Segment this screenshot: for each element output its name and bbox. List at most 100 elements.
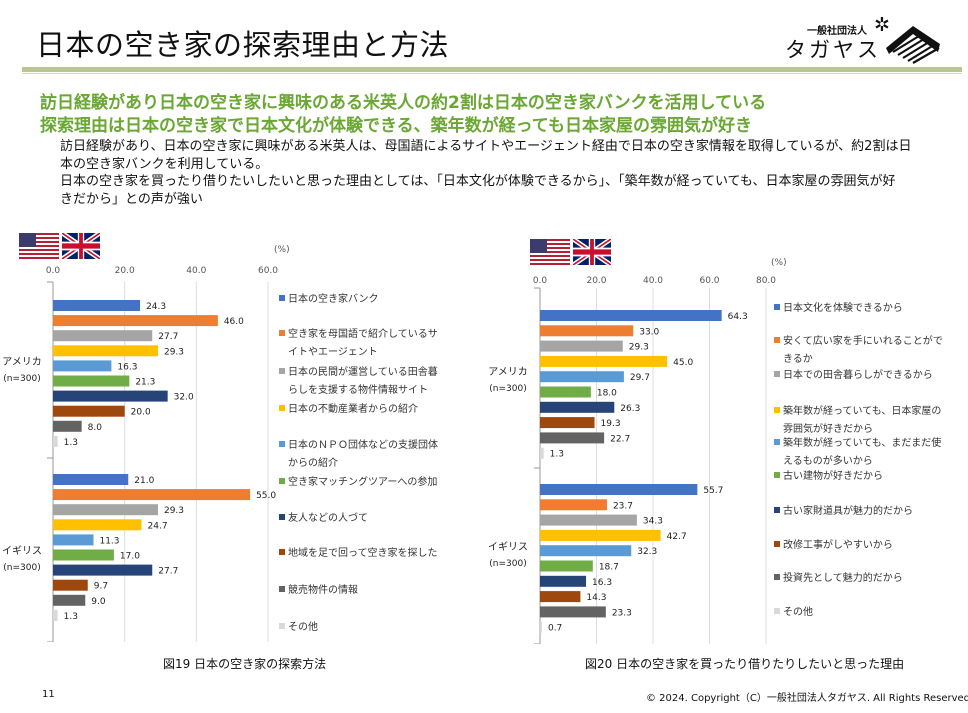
bar — [53, 489, 251, 501]
legend-swatch — [279, 623, 285, 629]
data-label: 21.3 — [135, 378, 155, 388]
legend-label: 空き家を母国語で紹介しているサ — [288, 327, 438, 340]
legend-label: 日本の空き家バンク — [288, 292, 379, 305]
legend-label: 古い建物が好きだから — [783, 469, 883, 482]
tick-label: 80.0 — [756, 276, 776, 286]
page-number: 11 — [42, 689, 55, 700]
bar — [53, 609, 58, 621]
tick-label: 60.0 — [258, 266, 278, 276]
legend-label: イトやエージェント — [288, 346, 378, 358]
tick-label: 40.0 — [643, 276, 663, 286]
bar — [53, 474, 129, 485]
data-label: 18.7 — [599, 563, 619, 573]
legend-label: 築年数が経っていても、日本家屋の — [783, 404, 941, 417]
uk-flag-icon — [573, 239, 611, 265]
data-label: 24.7 — [148, 521, 168, 531]
data-label: 11.3 — [99, 536, 119, 546]
legend-swatch — [774, 337, 780, 343]
data-label: 22.7 — [610, 434, 630, 444]
us-flag-icon — [530, 239, 570, 265]
bar — [53, 375, 130, 387]
legend-swatch — [774, 371, 780, 377]
bar — [53, 519, 142, 531]
category-sample-size: (n=300) — [3, 563, 40, 573]
category-label: アメリカ — [488, 366, 528, 378]
legend-label: 日本のＮＰＯ団体などの支援団体 — [288, 438, 438, 451]
data-label: 9.7 — [94, 582, 108, 592]
bar — [540, 447, 544, 459]
bar — [540, 529, 661, 541]
legend-swatch — [774, 439, 780, 445]
category-label: イギリス — [488, 541, 528, 553]
legend-swatch — [774, 541, 780, 547]
body-line-1: 訪日経験があり、日本の空き家に興味がある米英人は、母国語によるサイトやエージェン… — [60, 139, 912, 154]
legend-swatch — [774, 574, 780, 580]
tick-label: 40.0 — [186, 266, 206, 276]
bar — [540, 545, 632, 557]
bar — [53, 315, 218, 327]
bar — [53, 405, 125, 417]
data-label: 9.0 — [91, 597, 106, 607]
bar — [540, 310, 722, 321]
bar — [540, 340, 623, 352]
legend-label: 築年数が経っていても、まだまだ使 — [783, 436, 941, 449]
legend-swatch — [279, 405, 285, 411]
bar — [53, 564, 153, 576]
bar — [53, 549, 114, 561]
legend-swatch — [774, 472, 780, 478]
chart-reasons: 0.0 20.0 40.0 60.0 80.0 64.3 33.0 29.3 45.0 29.7 1… — [488, 276, 943, 644]
legend-label: きるか — [783, 353, 813, 365]
data-label: 26.3 — [620, 404, 640, 414]
copyright: © 2024. Copyright（C）一般社団法人タガヤス. All Righ… — [646, 693, 968, 704]
legend-swatch — [279, 441, 285, 447]
bar — [540, 484, 698, 495]
data-label: 0.7 — [548, 624, 562, 634]
bar — [540, 606, 606, 618]
bar — [53, 345, 158, 357]
data-label: 32.0 — [174, 393, 194, 403]
bar — [53, 435, 58, 447]
data-label: 23.3 — [612, 608, 632, 618]
data-label: 27.7 — [158, 332, 178, 342]
tick-label: 20.0 — [586, 276, 606, 286]
legend-label: えるものが多いから — [783, 454, 873, 467]
data-label: 29.3 — [164, 506, 184, 516]
data-label: 45.0 — [673, 358, 693, 368]
legend-swatch — [774, 608, 780, 614]
data-label: 1.3 — [550, 450, 564, 460]
headline-line-1: 訪日経験があり日本の空き家に興味のある米英人の約2割は日本の空き家バンクを活用し… — [40, 93, 767, 113]
legend-label: 日本文化を体験できるから — [783, 301, 903, 314]
data-label: 29.7 — [630, 373, 650, 383]
legend-label: その他 — [288, 620, 318, 633]
bar — [540, 371, 624, 383]
legend-swatch — [279, 295, 285, 301]
body-line-4: きだから」との声が強い — [60, 191, 203, 207]
data-label: 18.0 — [597, 389, 617, 399]
bar — [540, 560, 593, 572]
legend-swatch — [774, 507, 780, 513]
legend-swatch — [279, 549, 285, 555]
bar — [53, 360, 112, 372]
bar — [540, 386, 591, 398]
bar — [540, 432, 605, 444]
uk-flag-icon — [62, 233, 100, 259]
bar — [53, 390, 168, 402]
bar — [540, 514, 637, 526]
roof-logo-icon — [886, 26, 940, 64]
data-label: 8.0 — [88, 423, 103, 433]
data-label: 34.3 — [643, 517, 663, 527]
us-flag-icon — [19, 233, 59, 259]
legend-label: 日本の不動産業者からの紹介 — [288, 402, 418, 415]
data-label: 55.0 — [256, 491, 276, 501]
data-label: 27.7 — [158, 567, 178, 577]
bar — [53, 594, 86, 606]
bar — [540, 591, 581, 603]
gear-icon: ✲ — [874, 14, 890, 36]
body-text: 訪日経験があり、日本の空き家に興味がある米英人は、母国語によるサイトやエージェン… — [60, 138, 952, 208]
legend-swatch — [279, 330, 285, 336]
data-label: 1.3 — [64, 612, 78, 622]
title-underline — [22, 67, 962, 72]
legend-label: 日本での田舎暮らしができるから — [783, 368, 933, 381]
data-label: 17.0 — [120, 552, 140, 562]
data-label: 46.0 — [224, 317, 244, 327]
